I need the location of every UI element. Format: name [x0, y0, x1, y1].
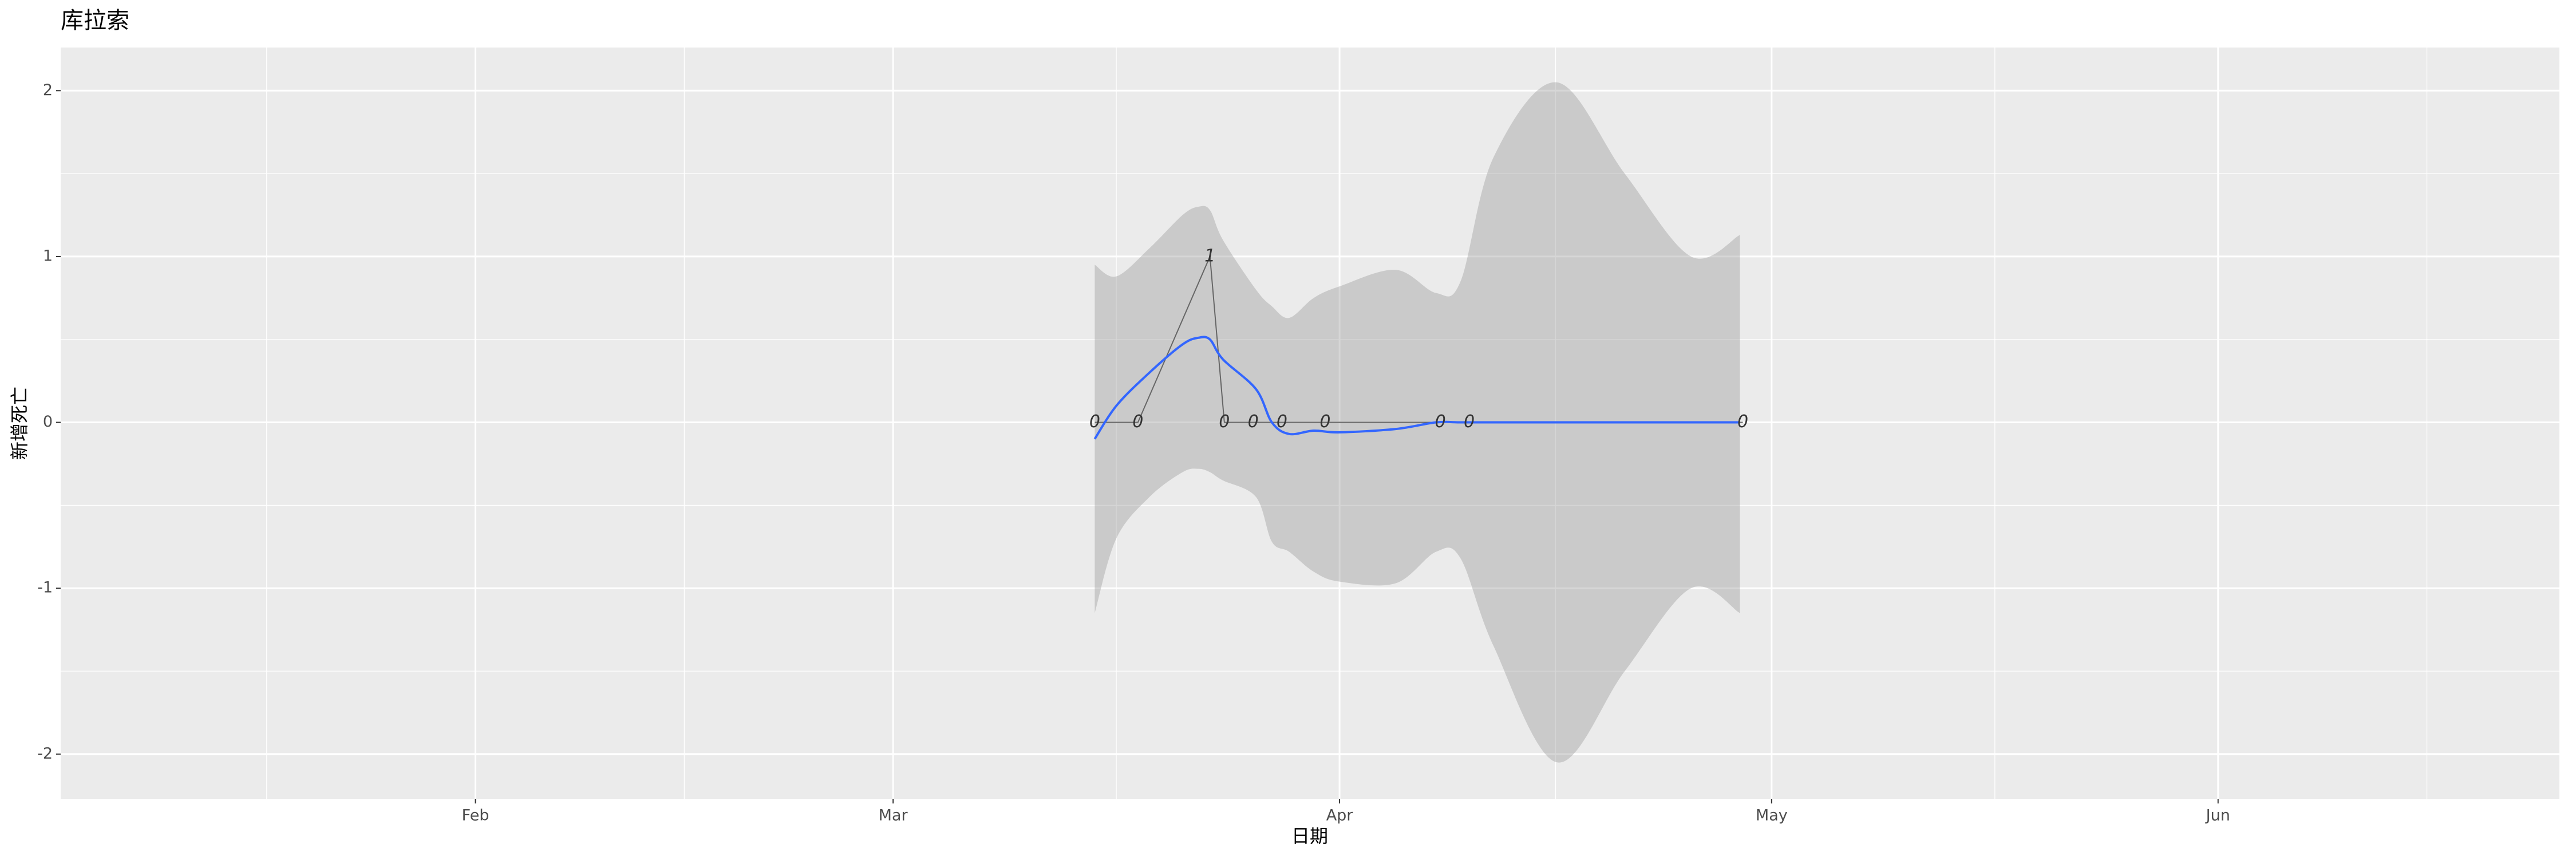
point-label: 0	[1089, 412, 1100, 432]
chart-title: 库拉索	[61, 7, 129, 34]
smooth-line	[1093, 336, 1740, 440]
x-tick-label: Apr	[1326, 807, 1354, 825]
x-axis-title: 日期	[1291, 825, 1328, 847]
point-label: 0	[1464, 412, 1475, 432]
x-tick-label: May	[1756, 807, 1788, 825]
y-tick-label: -1	[37, 579, 53, 597]
y-tick-label: 1	[43, 247, 53, 265]
point-label: 0	[1737, 412, 1748, 432]
y-axis-title: 新增死亡	[9, 387, 30, 460]
point-label: 0	[1132, 412, 1143, 432]
y-tick-label: 2	[43, 81, 53, 99]
y-tick-label: 0	[43, 413, 53, 431]
point-label: 0	[1277, 412, 1287, 432]
point-label: 0	[1319, 412, 1330, 432]
x-tick-label: Mar	[879, 807, 908, 825]
point-label: 0	[1219, 412, 1230, 432]
x-tick-label: Jun	[2205, 807, 2230, 825]
point-label: 0	[1248, 412, 1259, 432]
point-label: 1	[1204, 246, 1215, 266]
y-tick-label: -2	[37, 744, 53, 762]
x-tick-label: Feb	[462, 807, 489, 825]
point-label: 0	[1435, 412, 1446, 432]
